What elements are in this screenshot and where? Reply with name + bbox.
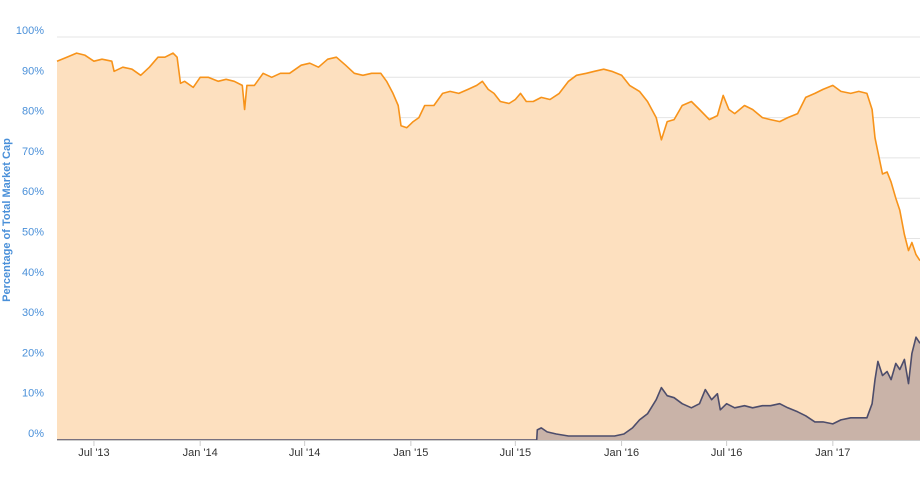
y-axis-label: Percentage of Total Market Cap	[1, 138, 13, 302]
y-tick-label: 30%	[22, 307, 44, 319]
series-2-line	[57, 336, 920, 441]
y-tick-label: 0%	[28, 428, 44, 440]
x-tick-label: Jan '15	[393, 447, 428, 459]
line-layer	[56, 52, 920, 441]
y-tick-label: 100%	[16, 25, 44, 37]
series-1-area	[57, 53, 920, 440]
x-tick-label: Jul '16	[711, 447, 742, 459]
x-tick-label: Jul '14	[289, 447, 320, 459]
x-tick-label: Jul '13	[78, 447, 109, 459]
y-tick-label: 90%	[22, 65, 44, 77]
y-tick-label: 80%	[22, 106, 44, 118]
series-1-line	[56, 52, 920, 262]
y-tick-label: 40%	[22, 267, 44, 279]
area-layer	[57, 53, 920, 440]
y-tick-label: 60%	[22, 186, 44, 198]
x-tick-label: Jan '14	[183, 447, 218, 459]
y-tick-label: 20%	[22, 347, 44, 359]
x-tick-label: Jul '15	[500, 447, 531, 459]
x-tick-label: Jan '17	[815, 447, 850, 459]
x-tick-label: Jan '16	[604, 447, 639, 459]
y-tick-label: 50%	[22, 227, 44, 239]
axis-layer: 0% 10% 20% 30% 40% 50% 60% 70% 80% 90% 100% Jul '13…	[16, 25, 920, 459]
series-2-area	[57, 337, 920, 440]
y-tick-label: 10%	[22, 388, 44, 400]
y-tick-label: 70%	[22, 146, 44, 158]
